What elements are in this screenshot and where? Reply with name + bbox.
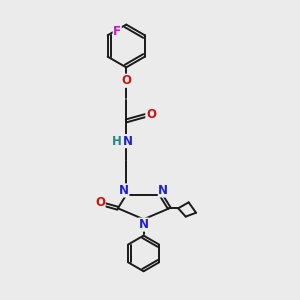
Text: H: H [112,135,122,148]
Text: N: N [119,184,129,197]
Text: N: N [158,184,168,197]
Text: O: O [95,196,105,209]
Text: F: F [113,25,121,38]
Text: N: N [123,135,133,148]
Text: O: O [146,107,156,121]
Text: N: N [139,218,148,231]
Text: O: O [121,74,131,87]
